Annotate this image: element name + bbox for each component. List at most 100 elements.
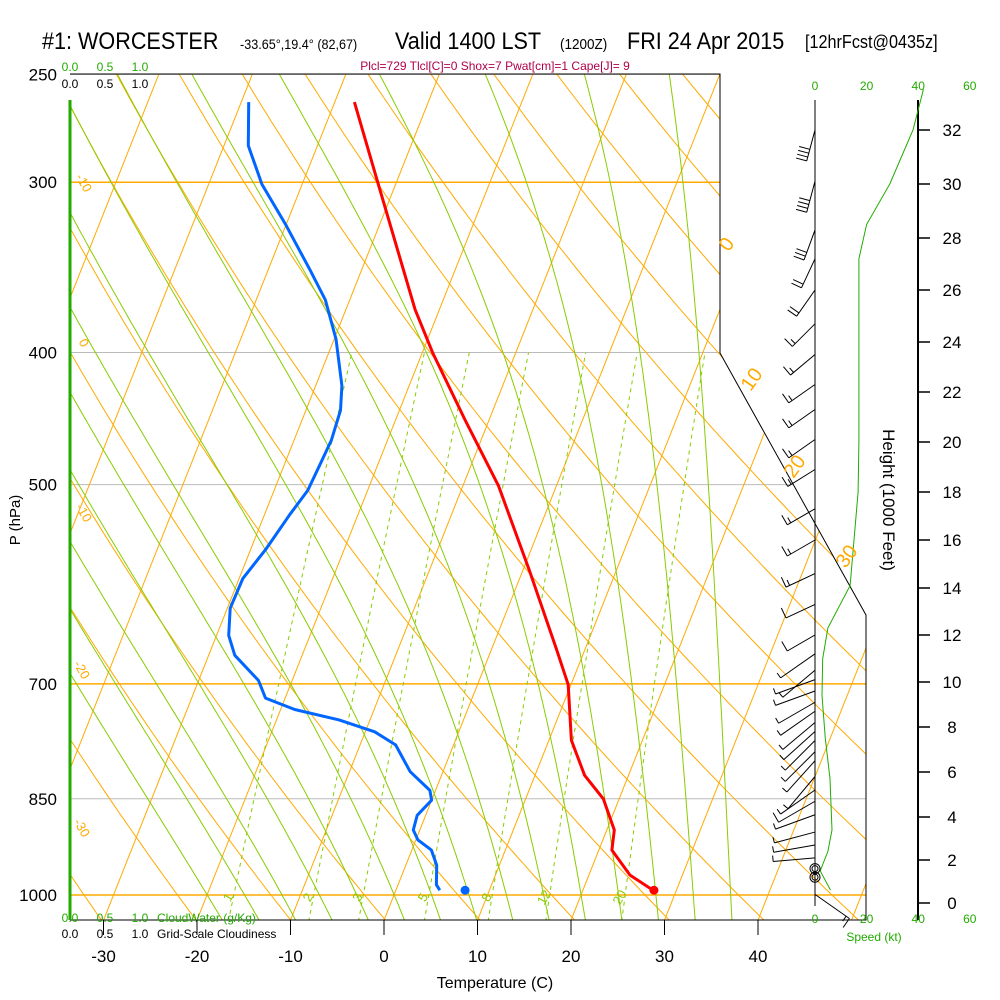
barb-shaft: [806, 129, 816, 162]
moist-adiabat-line: [484, 74, 660, 920]
wind-barb: [783, 354, 816, 376]
barb-shaft: [780, 789, 816, 815]
height-tick-label: 12: [943, 626, 962, 645]
wind-barb: [772, 831, 816, 844]
wind-barb: [809, 863, 821, 875]
cloudwater-tick-top: 0.5: [97, 60, 114, 74]
speed-tick-top: 40: [912, 79, 926, 93]
barb-shaft: [788, 439, 816, 459]
barb-shaft: [775, 679, 816, 695]
x-tick-label: -20: [185, 947, 210, 966]
barb-feather: [781, 476, 789, 487]
barb-half-feather: [786, 579, 791, 586]
height-tick-label: 22: [943, 383, 962, 402]
height-tick-label: 8: [947, 718, 956, 737]
axis-labels: Plcl=729 Tlcl[C]=0 Shox=7 Pwat[cm]=1 Cap…: [7, 59, 902, 992]
moist-adiabat-line: [70, 74, 480, 920]
moist-adiabat-line: [70, 74, 373, 920]
height-tick-label: 6: [947, 763, 956, 782]
barb-shaft: [806, 181, 816, 213]
barb-feather: [784, 338, 793, 347]
wind-barb: [776, 653, 816, 679]
moist-adiabat-line: [70, 74, 409, 920]
surface-temperature-dot: [649, 885, 659, 895]
pressure-label: 500: [29, 476, 57, 495]
moist-adiabat-line: [583, 74, 697, 920]
station-title: #1: WORCESTER: [42, 28, 219, 55]
wind-barb: [780, 751, 816, 782]
barb-shaft: [803, 229, 816, 261]
wind-panel: 0246810121416182022242628303200202040406…: [772, 79, 977, 928]
valid-time: Valid 1400 LST: [395, 28, 542, 55]
x-tick-label: 20: [562, 947, 581, 966]
mixing-ratio-line: [544, 352, 638, 920]
x-tick-label: -30: [91, 947, 116, 966]
wind-barb: [780, 573, 816, 588]
cloudiness-tick-top: 0.5: [97, 77, 114, 91]
barb-shaft: [775, 690, 816, 706]
wind-barb: [784, 323, 816, 347]
speed-tick-bottom: 60: [963, 912, 977, 926]
barb-half-feather: [782, 787, 788, 793]
wind-barb: [772, 800, 816, 823]
barb-half-feather: [772, 846, 775, 853]
isotherm-label: 20: [780, 451, 811, 482]
wind-barb: [782, 409, 816, 429]
barb-feather: [780, 607, 787, 619]
barb-feather: [796, 248, 807, 253]
barb-feather: [782, 393, 790, 404]
barb-half-feather: [788, 395, 793, 401]
isotherm-line: [753, 74, 866, 920]
height-tick-label: 14: [943, 579, 962, 598]
barb-half-feather: [773, 823, 777, 830]
cloudwater-tick-bottom: 0.0: [62, 911, 79, 925]
barb-shaft: [787, 469, 816, 487]
height-tick-label: 32: [943, 121, 962, 140]
wind-barb: [814, 893, 850, 928]
wind-speed-line: [819, 89, 924, 891]
mixing-ratio-label: 2: [300, 890, 317, 904]
moist-adiabat-line: [191, 74, 552, 920]
height-axis-title: Height (1000 Feet): [879, 429, 898, 571]
wind-barb: [809, 871, 821, 883]
dry-adiabat-line: [289, 74, 866, 920]
wind-barb: [781, 469, 816, 487]
mixing-ratio-label: 20: [609, 887, 629, 907]
barb-shaft: [773, 857, 816, 863]
isotherm-line: [192, 74, 543, 920]
barb-feather: [783, 366, 791, 376]
x-tick-label: 10: [468, 947, 487, 966]
barb-shaft: [786, 760, 816, 793]
mixing-ratio-label: 3: [349, 890, 366, 904]
moist-adiabat-line: [70, 74, 445, 920]
height-tick-label: 20: [943, 433, 962, 452]
barb-shaft: [773, 844, 816, 853]
barb-shaft: [782, 722, 816, 750]
barb-feather: [793, 255, 805, 261]
surface-dewpoint-dot: [460, 885, 470, 895]
speed-tick-bottom: 40: [912, 912, 926, 926]
valid-date: FRI 24 Apr 2015: [627, 28, 785, 55]
dry-adiabat-line: [70, 74, 299, 920]
pressure-label: 1000: [19, 886, 57, 905]
barb-shaft: [780, 653, 816, 679]
x-tick-label: 0: [379, 947, 388, 966]
isotherm-label: 0: [715, 234, 739, 256]
dry-adiabat-line: [974, 50, 1000, 929]
speed-tick-bottom: 20: [860, 912, 874, 926]
cloudwater-tick-bottom: 1.0: [132, 911, 149, 925]
barb-shaft: [788, 384, 816, 404]
moist-adiabat-line: [379, 74, 624, 920]
barb-half-feather: [789, 367, 794, 373]
moist-adiabat-line: [70, 74, 338, 920]
barb-half-feather: [776, 672, 782, 679]
cloudiness-tick-top: 1.0: [132, 77, 149, 91]
pressure-label: 700: [29, 675, 57, 694]
wind-barb: [773, 690, 816, 706]
cloudiness-tick-bottom: 1.0: [132, 927, 149, 941]
barb-feather: [792, 279, 804, 285]
isotherm-line: [99, 74, 450, 920]
barb-shaft: [780, 710, 816, 736]
speed-tick-top: 20: [860, 79, 874, 93]
isotherm-line: [847, 74, 866, 920]
